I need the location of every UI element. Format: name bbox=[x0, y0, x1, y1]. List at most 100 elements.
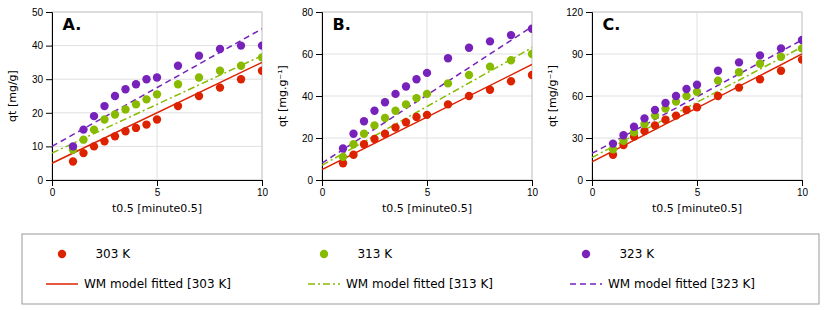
point bbox=[391, 90, 399, 98]
point bbox=[402, 82, 410, 90]
legend-entry: 323 K bbox=[582, 247, 655, 261]
point bbox=[444, 79, 452, 87]
tick-mark bbox=[316, 138, 322, 139]
point bbox=[370, 121, 378, 129]
tick-mark bbox=[697, 180, 698, 186]
legend: 303 K 313 K 323 KWM model fitted [303 K]… bbox=[22, 234, 819, 304]
point bbox=[609, 139, 617, 147]
point bbox=[90, 125, 98, 133]
point bbox=[444, 100, 452, 108]
tick-label: 50 bbox=[32, 7, 44, 18]
point bbox=[153, 73, 161, 81]
x-axis-label: t0.5 [minute0.5] bbox=[382, 202, 472, 215]
point bbox=[100, 102, 108, 110]
fit-line bbox=[322, 27, 532, 164]
legend-label: WM model fitted [313 K] bbox=[346, 277, 493, 291]
tick: 10 bbox=[527, 180, 539, 198]
tick-label: 60 bbox=[302, 49, 314, 60]
tick: 80 bbox=[302, 7, 322, 18]
point bbox=[672, 92, 680, 100]
point bbox=[100, 115, 108, 123]
point bbox=[486, 37, 494, 45]
marks bbox=[592, 36, 802, 162]
point bbox=[195, 92, 203, 100]
point bbox=[370, 135, 378, 143]
point bbox=[528, 50, 532, 58]
point bbox=[735, 58, 743, 66]
tick-mark bbox=[262, 180, 263, 186]
tick: 60 bbox=[302, 49, 322, 60]
legend-symbol bbox=[308, 283, 340, 285]
tick-label: 30 bbox=[32, 74, 44, 85]
y-axis: 0306090120 bbox=[566, 7, 592, 186]
tick-label: 0 bbox=[590, 187, 596, 198]
point bbox=[349, 130, 357, 138]
tick-label: 30 bbox=[572, 133, 584, 144]
point bbox=[391, 107, 399, 115]
y-axis-label: qt [mg.g⁻¹] bbox=[276, 65, 289, 127]
x-axis: 0510 bbox=[50, 180, 269, 198]
point bbox=[216, 67, 224, 75]
tick: 0 bbox=[577, 175, 592, 186]
point bbox=[132, 100, 140, 108]
legend-label: 303 K bbox=[84, 247, 131, 261]
tick: 10 bbox=[32, 141, 52, 152]
axis-domain bbox=[323, 181, 533, 187]
tick-label: 120 bbox=[566, 7, 583, 18]
point bbox=[195, 51, 203, 59]
panel: 051001020304050t0.5 [minute0.5]qt [mg/g]… bbox=[6, 7, 268, 215]
point bbox=[693, 81, 701, 89]
plot-frame bbox=[592, 12, 802, 180]
plot-frame bbox=[52, 12, 262, 180]
axis-domain bbox=[593, 181, 803, 187]
panel: 0510020406080t0.5 [minute0.5]qt [mg.g⁻¹]… bbox=[276, 7, 538, 215]
point bbox=[121, 127, 129, 135]
point bbox=[381, 114, 389, 122]
point bbox=[661, 99, 669, 107]
point bbox=[90, 112, 98, 120]
fit-line bbox=[592, 40, 802, 153]
tick-label: 5 bbox=[155, 187, 161, 198]
point bbox=[714, 92, 722, 100]
point bbox=[412, 94, 420, 102]
tick-label: 10 bbox=[527, 187, 539, 198]
legend-label: WM model fitted [323 K] bbox=[608, 277, 755, 291]
point bbox=[360, 140, 368, 148]
tick-mark bbox=[46, 146, 52, 147]
point bbox=[153, 90, 161, 98]
grid bbox=[322, 12, 532, 180]
axis-domain bbox=[53, 181, 263, 187]
point bbox=[237, 62, 245, 70]
legend-symbol bbox=[320, 250, 328, 258]
tick-label: 40 bbox=[32, 40, 44, 51]
point bbox=[111, 132, 119, 140]
tick-mark bbox=[46, 12, 52, 13]
point bbox=[121, 105, 129, 113]
tick-label: 0 bbox=[577, 175, 583, 186]
point bbox=[402, 100, 410, 108]
y-axis-label: qt [mg/g⁻¹] bbox=[546, 65, 559, 127]
tick: 20 bbox=[32, 108, 52, 119]
tick-mark bbox=[586, 12, 592, 13]
legend-label: 323 K bbox=[608, 247, 655, 261]
point bbox=[412, 113, 420, 121]
tick-mark bbox=[46, 46, 52, 47]
point bbox=[132, 80, 140, 88]
grid bbox=[592, 12, 802, 180]
grid-line bbox=[697, 12, 698, 180]
tick-label: 10 bbox=[797, 187, 809, 198]
fit-line bbox=[52, 56, 262, 153]
legend-entry: WM model fitted [323 K] bbox=[570, 277, 755, 291]
point bbox=[777, 44, 785, 52]
tick-label: 0 bbox=[50, 187, 56, 198]
y-axis: 020406080 bbox=[302, 7, 323, 186]
point bbox=[339, 153, 347, 161]
point bbox=[777, 53, 785, 61]
tick-mark bbox=[46, 79, 52, 80]
point bbox=[216, 83, 224, 91]
point bbox=[90, 142, 98, 150]
tick: 90 bbox=[572, 49, 592, 60]
point bbox=[465, 71, 473, 79]
point bbox=[391, 123, 399, 131]
point bbox=[339, 144, 347, 152]
